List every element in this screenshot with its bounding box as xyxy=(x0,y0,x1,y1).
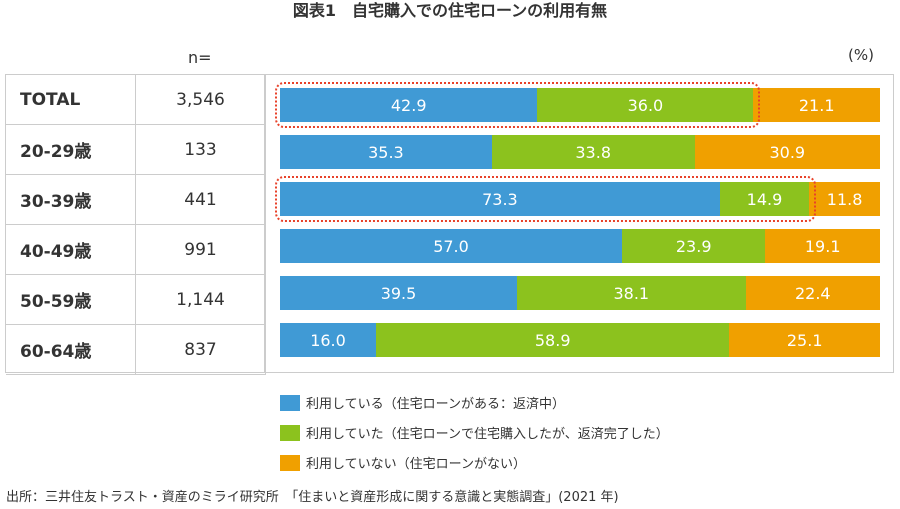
source-note: 出所：三井住友トラスト・資産のミライ研究所 「住まいと資産形成に関する意識と実態… xyxy=(6,490,619,505)
data-label: 19.1 xyxy=(804,236,841,256)
data-label: 14.9 xyxy=(746,189,783,209)
data-label: 39.5 xyxy=(380,283,417,303)
data-label: 35.3 xyxy=(368,142,404,162)
data-label: 25.1 xyxy=(786,330,823,350)
row-n: 837 xyxy=(136,325,266,375)
legend-item-not-used: 利用していない（住宅ローンがない） xyxy=(280,453,526,472)
data-label: 21.1 xyxy=(798,95,835,115)
bar-segment: 16.0 xyxy=(280,323,376,357)
row-label: 20-29歳 xyxy=(6,125,136,175)
data-label: 22.4 xyxy=(794,283,831,303)
legend-label: 利用している（住宅ローンがある：返済中） xyxy=(306,397,565,412)
bar-segment: 57.0 xyxy=(280,229,622,263)
data-label: 73.3 xyxy=(482,189,518,209)
legend-swatch xyxy=(280,454,300,471)
data-label: 58.9 xyxy=(534,330,571,350)
row-label: 60-64歳 xyxy=(6,325,136,375)
bar-segment: 38.1 xyxy=(517,276,746,310)
row-n: 1,144 xyxy=(136,275,266,325)
chart-title: 図表1 自宅購入での住宅ローンの利用有無 xyxy=(292,1,608,20)
data-label: 11.8 xyxy=(826,189,863,209)
bar-segment: 73.3 xyxy=(280,182,720,216)
legend-label: 利用していない（住宅ローンがない） xyxy=(306,457,526,472)
data-label: 33.8 xyxy=(575,142,611,162)
data-label: 30.9 xyxy=(769,142,806,162)
bar-segment: 33.8 xyxy=(491,135,695,169)
bar-segment: 36.0 xyxy=(537,88,754,122)
row-n: 3,546 xyxy=(136,75,266,125)
bar-segment: 19.1 xyxy=(765,229,880,263)
bar-segment: 35.3 xyxy=(280,135,492,169)
row-label: 50-59歳 xyxy=(6,275,136,325)
highlight-outline xyxy=(275,176,817,222)
bar-segment: 23.9 xyxy=(622,229,766,263)
data-label: 38.1 xyxy=(613,283,650,303)
row-label: 30-39歳 xyxy=(6,175,136,225)
data-label: 16.0 xyxy=(310,330,346,350)
data-label: 57.0 xyxy=(433,236,469,256)
row-n: 991 xyxy=(136,225,266,275)
row-n: 441 xyxy=(136,175,266,225)
legend-swatch xyxy=(280,394,300,411)
divider xyxy=(264,74,265,373)
bar-segment: 58.9 xyxy=(376,323,730,357)
unit-label: (%) xyxy=(848,46,874,64)
legend-item-used: 利用していた（住宅ローンで住宅購入したが、返済完了した） xyxy=(280,423,669,442)
bar-segment: 11.8 xyxy=(809,182,880,216)
chart-table: TOTAL 3,546 20-29歳 133 30-39歳 441 40-49歳 991 50-… xyxy=(5,74,894,375)
data-label: 23.9 xyxy=(675,236,712,256)
row-label: TOTAL xyxy=(6,75,136,125)
legend-label: 利用していた（住宅ローンで住宅購入したが、返済完了した） xyxy=(306,427,669,442)
legend-item-using: 利用している（住宅ローンがある：返済中） xyxy=(280,393,565,412)
bar-segment: 14.9 xyxy=(719,182,810,216)
n-header: n= xyxy=(188,48,212,67)
row-n: 133 xyxy=(136,125,266,175)
row-label: 40-49歳 xyxy=(6,225,136,275)
data-label: 42.9 xyxy=(390,95,427,115)
bar-segment: 25.1 xyxy=(729,323,880,357)
bar-segment: 39.5 xyxy=(280,276,517,310)
highlight-outline xyxy=(275,82,761,128)
bar-segment: 42.9 xyxy=(280,88,538,122)
bar-segment: 21.1 xyxy=(753,88,880,122)
bar-segment: 22.4 xyxy=(745,276,880,310)
bar-segment: 30.9 xyxy=(694,135,880,169)
legend-swatch xyxy=(280,424,300,441)
data-label: 36.0 xyxy=(627,95,664,115)
